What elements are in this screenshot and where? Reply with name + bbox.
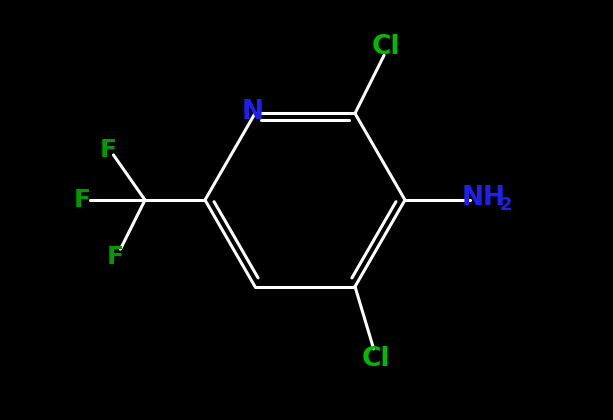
Text: Cl: Cl xyxy=(372,34,400,60)
Text: 2: 2 xyxy=(500,196,512,214)
Text: F: F xyxy=(74,188,91,212)
Text: F: F xyxy=(100,138,117,162)
Text: NH: NH xyxy=(462,185,506,211)
Text: N: N xyxy=(242,100,264,126)
Text: Cl: Cl xyxy=(362,346,390,372)
Text: F: F xyxy=(107,245,124,269)
